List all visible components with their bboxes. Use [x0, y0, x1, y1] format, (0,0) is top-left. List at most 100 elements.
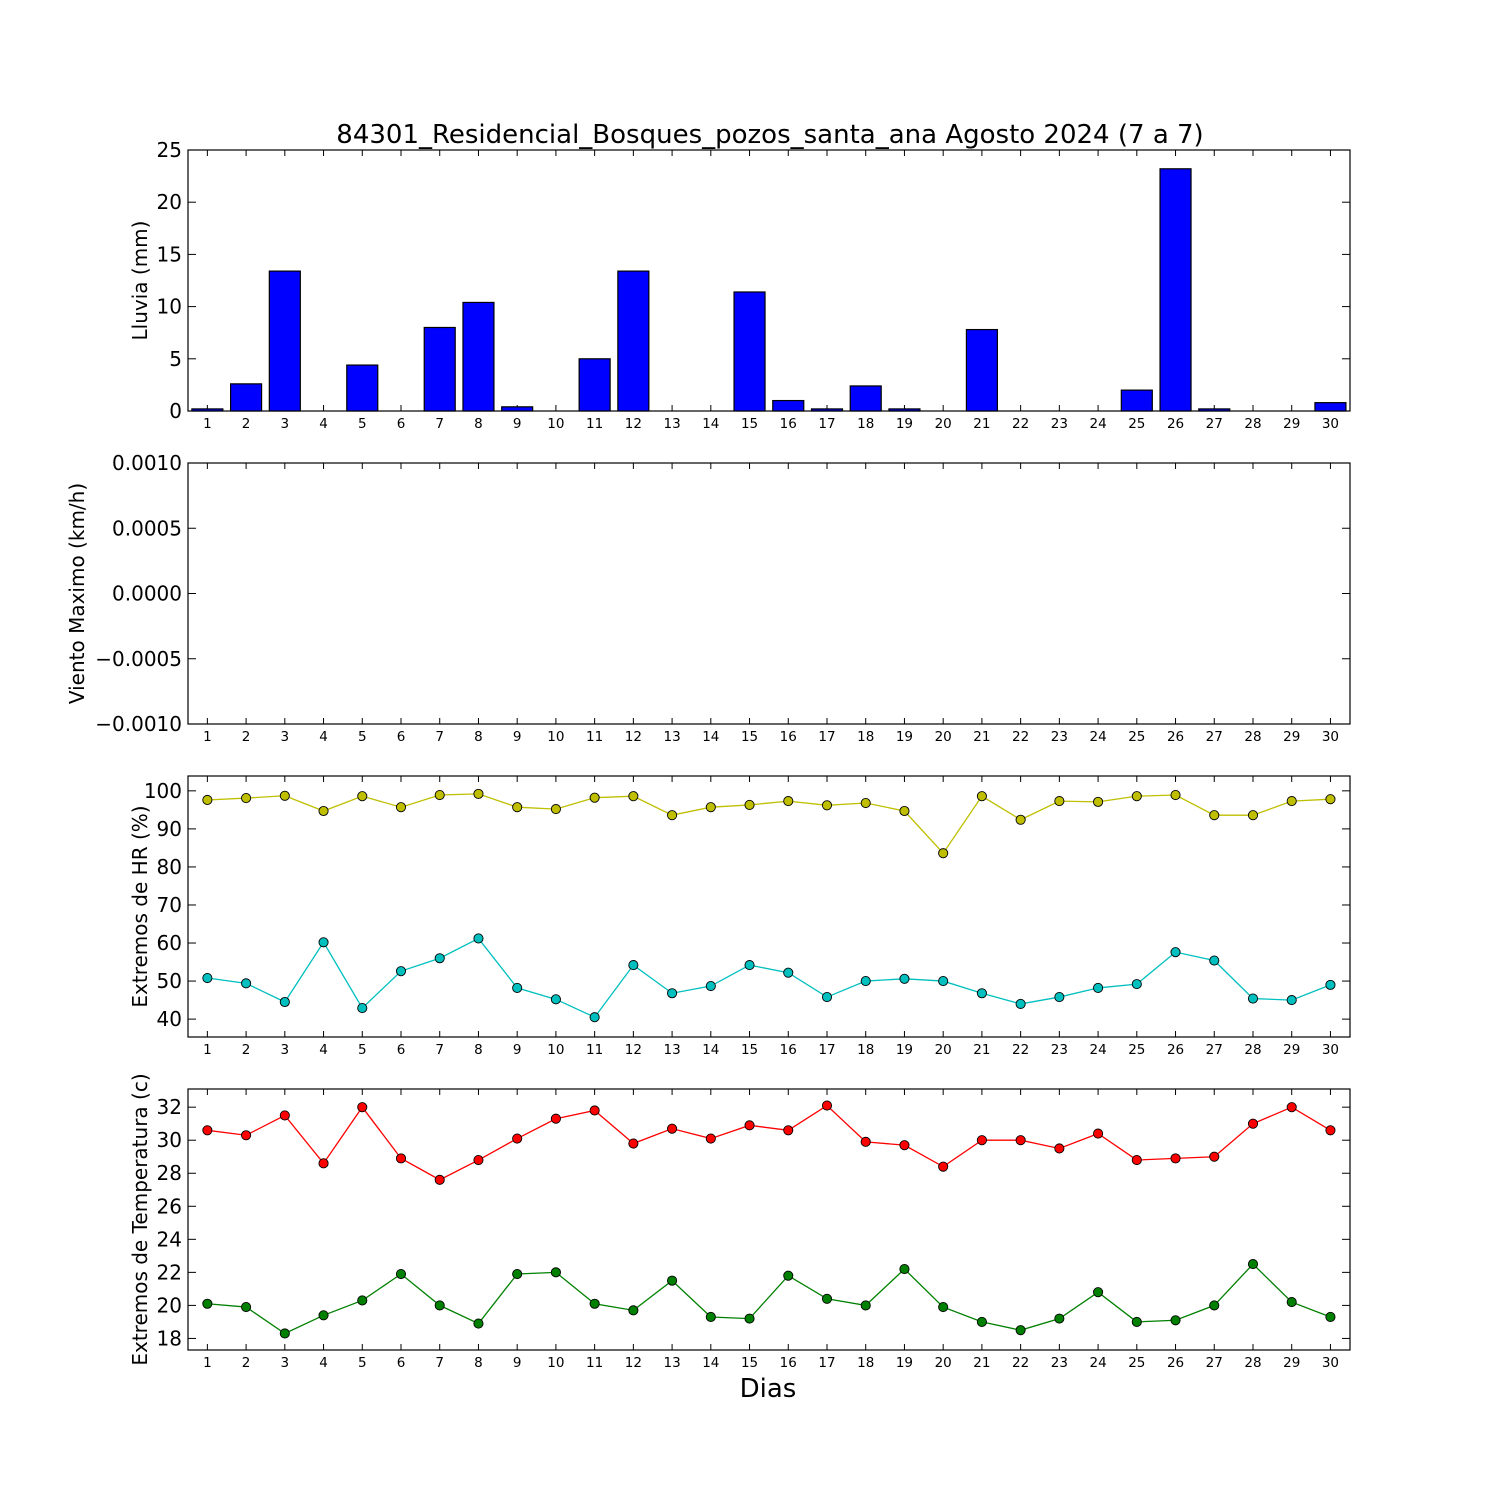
- data-point: [357, 791, 368, 802]
- x-tick-label: 18: [857, 1042, 874, 1058]
- y-tick-label: −0.0010: [95, 712, 182, 736]
- rain-bar: [888, 408, 921, 412]
- series-line: [207, 937, 1331, 1019]
- rain-bar: [1314, 402, 1347, 412]
- x-tick-label: 22: [1012, 1355, 1029, 1371]
- y-tick-label: 10: [157, 295, 182, 319]
- data-point: [589, 1298, 600, 1309]
- x-tick-label: 16: [780, 729, 797, 745]
- x-tick-label: 6: [397, 729, 406, 745]
- x-tick-label: 30: [1322, 416, 1339, 432]
- data-point: [1054, 992, 1065, 1003]
- data-point: [279, 996, 290, 1008]
- x-tick-label: 26: [1167, 416, 1184, 432]
- x-tick-label: 21: [973, 1355, 990, 1371]
- x-tick-label: 10: [547, 729, 564, 745]
- data-point: [395, 1268, 407, 1280]
- x-tick-label: 8: [474, 1042, 483, 1058]
- data-point: [1093, 982, 1104, 993]
- x-tick-label: 5: [358, 1042, 367, 1058]
- data-point: [705, 980, 716, 992]
- data-point: [279, 790, 290, 801]
- rain-bar: [423, 326, 456, 412]
- data-point: [1209, 955, 1220, 966]
- data-point: [744, 1313, 755, 1324]
- x-tick-label: 17: [818, 729, 835, 745]
- data-point: [550, 804, 561, 815]
- data-point: [241, 978, 252, 989]
- data-point: [821, 1293, 833, 1304]
- x-tick-label: 15: [741, 729, 758, 745]
- x-tick-label: 7: [435, 416, 444, 432]
- x-tick-label: 3: [281, 729, 290, 745]
- x-tick-label: 6: [397, 1042, 406, 1058]
- x-tick-label: 14: [702, 1042, 719, 1058]
- y-tick-label: 50: [157, 969, 182, 993]
- y-axis-label: Lluvia (mm): [128, 221, 152, 341]
- x-tick-label: 8: [474, 1355, 483, 1371]
- x-tick-label: 5: [358, 729, 367, 745]
- data-point: [1325, 794, 1336, 805]
- x-tick-label: 21: [973, 416, 990, 432]
- x-tick-label: 29: [1283, 416, 1300, 432]
- data-point: [318, 1158, 329, 1169]
- data-point: [241, 1302, 252, 1313]
- x-tick-label: 4: [319, 729, 328, 745]
- x-tick-label: 29: [1283, 1355, 1300, 1371]
- x-tick-label: 19: [896, 729, 913, 745]
- data-point: [628, 1305, 639, 1316]
- x-tick-label: 23: [1051, 416, 1068, 432]
- data-point: [279, 1110, 290, 1121]
- y-tick-label: 40: [157, 1007, 182, 1031]
- data-point: [938, 848, 949, 859]
- y-tick-label: 0.0010: [112, 451, 182, 475]
- y-tick-label: 24: [157, 1227, 182, 1251]
- data-point: [1054, 1313, 1065, 1324]
- y-tick-label: 0.0005: [112, 516, 182, 540]
- x-tick-label: 2: [242, 416, 251, 432]
- data-point: [512, 802, 523, 813]
- data-point: [1093, 1287, 1104, 1298]
- data-point: [744, 799, 755, 810]
- data-point: [976, 1135, 987, 1146]
- data-point: [899, 973, 910, 984]
- y-tick-label: 26: [157, 1194, 182, 1218]
- x-tick-label: 19: [896, 1355, 913, 1371]
- data-point: [976, 1316, 987, 1327]
- data-point: [1170, 1315, 1181, 1326]
- data-point: [1286, 995, 1297, 1006]
- data-point: [318, 1310, 329, 1321]
- x-tick-label: 14: [702, 729, 719, 745]
- rain-bar: [191, 408, 224, 412]
- x-tick-label: 28: [1244, 729, 1261, 745]
- data-point: [628, 1138, 639, 1149]
- data-point: [1247, 993, 1259, 1004]
- data-point: [550, 1267, 561, 1278]
- y-tick-label: −0.0005: [95, 647, 182, 671]
- y-axis-label: Extremos de Temperatura (c): [128, 1073, 152, 1365]
- data-point: [899, 1264, 910, 1275]
- data-point: [1131, 791, 1142, 802]
- data-point: [628, 960, 639, 971]
- data-point: [860, 1136, 871, 1147]
- x-tick-label: 21: [973, 1042, 990, 1058]
- data-point: [1170, 789, 1181, 801]
- rain-bar: [849, 385, 882, 412]
- data-point: [783, 1125, 794, 1136]
- data-point: [976, 988, 987, 999]
- data-point: [899, 805, 910, 817]
- x-tick-label: 19: [896, 1042, 913, 1058]
- data-point: [1015, 998, 1026, 1009]
- data-point: [202, 794, 213, 806]
- x-tick-label: 9: [513, 1355, 522, 1371]
- x-tick-label: 30: [1322, 1355, 1339, 1371]
- series-line: [207, 1104, 1331, 1181]
- y-tick-label: 18: [157, 1326, 182, 1350]
- x-tick-label: 15: [741, 416, 758, 432]
- plot-frame: [187, 462, 1351, 725]
- x-tick-label: 28: [1244, 1355, 1261, 1371]
- data-point: [667, 988, 678, 999]
- data-point: [667, 1123, 678, 1134]
